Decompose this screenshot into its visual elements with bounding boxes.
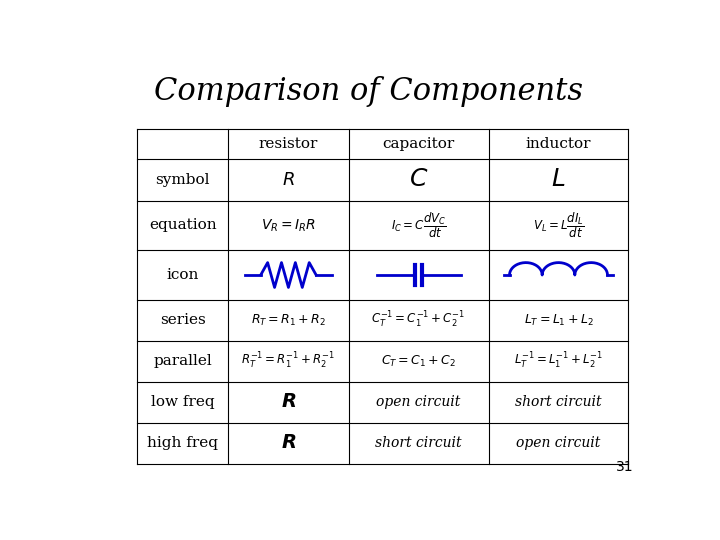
Text: icon: icon: [166, 268, 199, 282]
Text: open circuit: open circuit: [377, 395, 461, 409]
Text: capacitor: capacitor: [382, 137, 454, 151]
Text: $\mathit{C}$: $\mathit{C}$: [409, 168, 428, 192]
Text: $\mathit{L}$: $\mathit{L}$: [552, 168, 566, 192]
Text: $V_L = L\dfrac{dI_L}{dt}$: $V_L = L\dfrac{dI_L}{dt}$: [533, 211, 585, 240]
Text: $V_R = I_R R$: $V_R = I_R R$: [261, 217, 316, 233]
Text: short circuit: short circuit: [516, 395, 602, 409]
Text: $R_T^{-1} = R_1^{-1} + R_2^{-1}$: $R_T^{-1} = R_1^{-1} + R_2^{-1}$: [241, 352, 336, 372]
Text: low freq: low freq: [151, 395, 215, 409]
Text: $\boldsymbol{R}$: $\boldsymbol{R}$: [281, 394, 296, 411]
Text: resistor: resistor: [258, 137, 318, 151]
Text: $\boldsymbol{R}$: $\boldsymbol{R}$: [281, 435, 296, 453]
Text: inductor: inductor: [526, 137, 591, 151]
Text: short circuit: short circuit: [375, 436, 462, 450]
Text: $I_C = C\dfrac{dV_C}{dt}$: $I_C = C\dfrac{dV_C}{dt}$: [391, 211, 446, 240]
Text: $L_T = L_1 + L_2$: $L_T = L_1 + L_2$: [523, 313, 593, 328]
Text: $C_T^{-1} = C_1^{-1} + C_2^{-1}$: $C_T^{-1} = C_1^{-1} + C_2^{-1}$: [372, 310, 466, 330]
Text: $R_T = R_1 + R_2$: $R_T = R_1 + R_2$: [251, 313, 326, 328]
Text: $L_T^{-1} = L_1^{-1} + L_2^{-1}$: $L_T^{-1} = L_1^{-1} + L_2^{-1}$: [514, 352, 603, 372]
Text: $C_T = C_1 + C_2$: $C_T = C_1 + C_2$: [381, 354, 456, 369]
Text: 31: 31: [616, 461, 634, 474]
Text: parallel: parallel: [153, 354, 212, 368]
Text: open circuit: open circuit: [516, 436, 600, 450]
Text: series: series: [160, 313, 206, 327]
Text: symbol: symbol: [156, 173, 210, 187]
Text: $R$: $R$: [282, 171, 294, 189]
Text: high freq: high freq: [148, 436, 218, 450]
Text: Comparison of Components: Comparison of Components: [155, 76, 583, 107]
Text: equation: equation: [149, 218, 217, 232]
